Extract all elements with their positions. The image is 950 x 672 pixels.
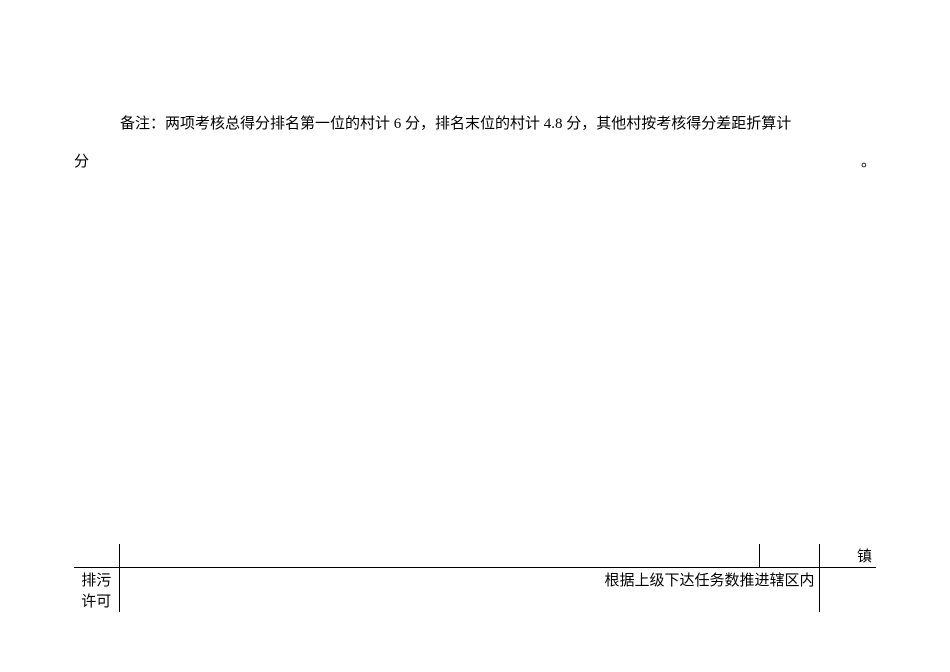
note-text-line2: 分 bbox=[74, 154, 89, 170]
note-period: 。 bbox=[861, 144, 876, 182]
note-paragraph: 备注：两项考核总得分排名第一位的村计 6 分，排名末位的村计 4.8 分，其他村… bbox=[74, 106, 876, 181]
table-cell bbox=[74, 544, 119, 568]
table-cell bbox=[759, 544, 819, 568]
table-cell: 排污许可 bbox=[74, 568, 119, 613]
cell-content: 根据上级下达任务数推进辖区内 bbox=[124, 569, 815, 590]
table-row: 镇 bbox=[74, 544, 876, 568]
table-cell bbox=[119, 544, 759, 568]
note-text-line1: 备注：两项考核总得分排名第一位的村计 6 分，排名末位的村计 4.8 分，其他村… bbox=[120, 116, 791, 132]
partial-table: 镇 排污许可 根据上级下达任务数推进辖区内 bbox=[74, 544, 876, 612]
table-row: 排污许可 根据上级下达任务数推进辖区内 bbox=[74, 568, 876, 613]
table-fragment: 镇 排污许可 根据上级下达任务数推进辖区内 bbox=[74, 544, 876, 612]
table-cell: 根据上级下达任务数推进辖区内 bbox=[119, 568, 819, 613]
table-cell: 镇 bbox=[819, 544, 876, 568]
cell-right-text: 根据上级下达任务数推进辖区内 bbox=[604, 569, 814, 590]
table-cell bbox=[819, 568, 876, 613]
